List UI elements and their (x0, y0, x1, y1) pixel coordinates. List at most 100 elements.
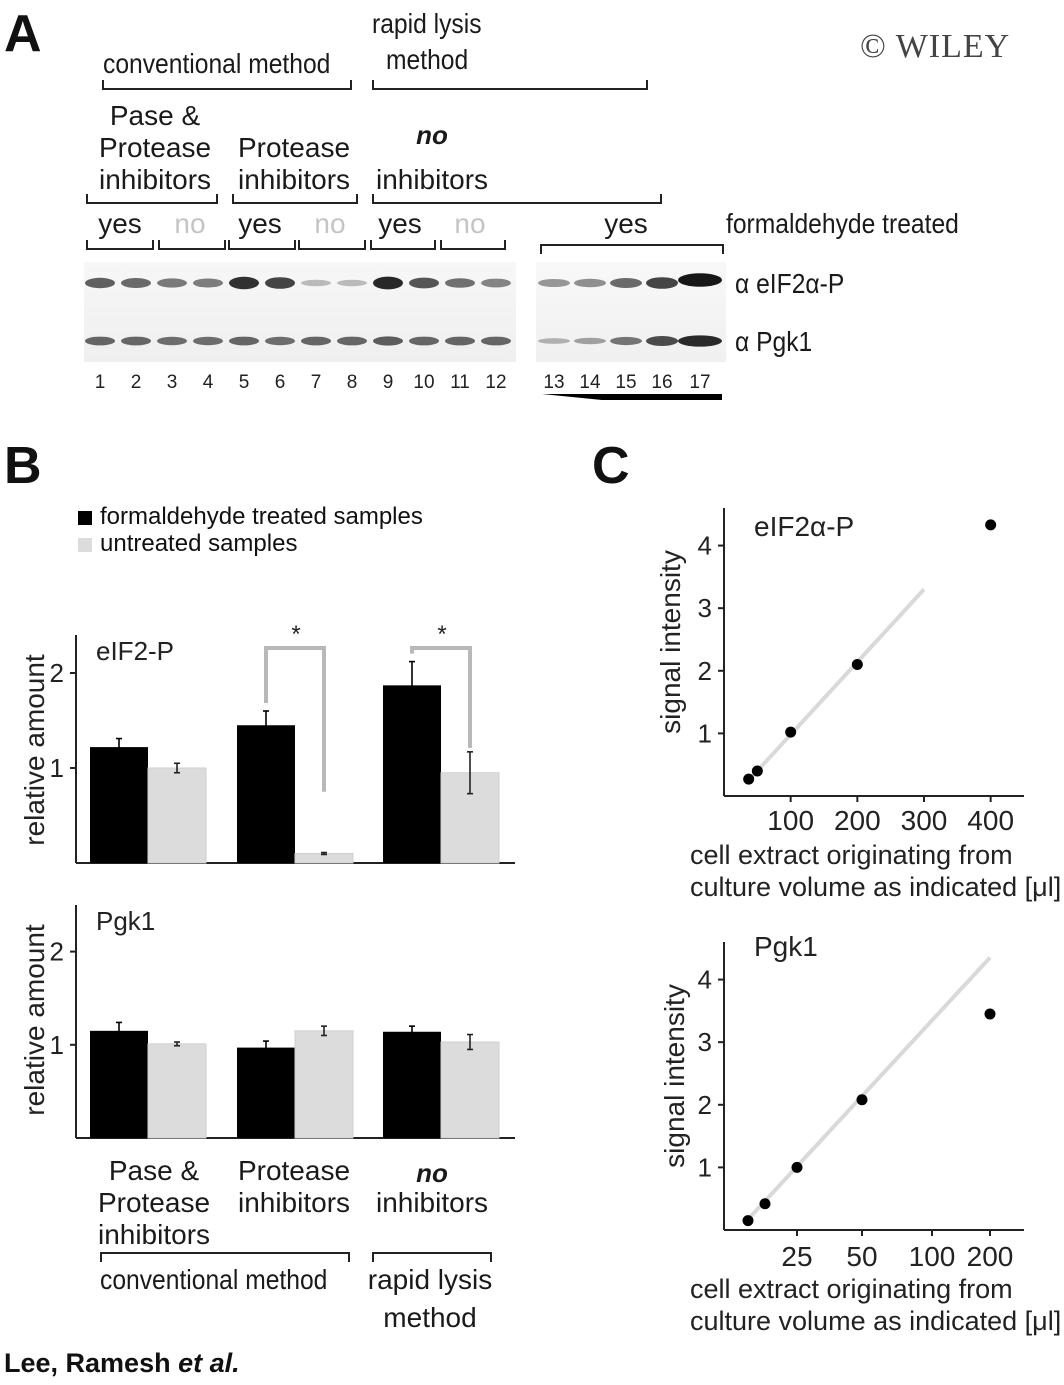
footer-authors: Lee, Ramesh et al. (4, 1350, 240, 1377)
pgk1-band (85, 336, 115, 346)
significance-bracket (410, 646, 472, 748)
significance-star: * (437, 621, 446, 648)
label-pase-3: inhibitors (98, 164, 212, 195)
pgk1-band (265, 336, 295, 346)
xgroup-protease-2: inhibitors (237, 1187, 351, 1218)
data-point (984, 1008, 996, 1020)
pgk1-band (409, 336, 439, 346)
pgk1-band (610, 336, 642, 346)
pgk1-band (445, 336, 475, 346)
x-axis-label: cell extract originating from (690, 840, 1013, 870)
label-pase-1: Pase & (109, 100, 201, 131)
y-tick-label: 1 (698, 1152, 712, 1182)
wiley-watermark: © WILEY (860, 28, 1011, 65)
lane-number: 10 (413, 372, 435, 393)
b-label-conventional: conventional method (100, 1264, 328, 1295)
lane-number: 5 (238, 372, 250, 393)
data-point (743, 773, 755, 785)
label-protease-1: Protease (237, 132, 351, 163)
data-point (851, 659, 863, 671)
dilution-wedge (542, 394, 722, 400)
blot-strip-main (84, 262, 516, 362)
label-no-inhibitors: inhibitors (375, 164, 489, 195)
lane-number: 11 (450, 372, 470, 393)
lane-number: 3 (166, 372, 178, 393)
pgk1-band (229, 336, 259, 346)
label-rapid-lysis-1: rapid lysis (372, 8, 482, 39)
xgroup-pase-1: Pase & (108, 1155, 200, 1186)
bar-untreated (147, 767, 207, 864)
pgk1-band (301, 336, 331, 346)
bracket-conventional (102, 80, 352, 90)
y-axis-label: signal intensity (655, 550, 686, 734)
panel-a-letter: A (4, 5, 42, 63)
eif2a-band (373, 276, 403, 290)
pgk1-band (538, 338, 570, 344)
y-tick-label: 2 (50, 658, 64, 688)
bracket-no-2 (298, 240, 366, 250)
bar-treated (383, 1031, 441, 1138)
bracket-no-3 (440, 240, 506, 250)
label-yes-4: yes (604, 208, 648, 239)
data-point (742, 1215, 754, 1227)
pgk1-band (337, 336, 367, 346)
y-axis-label: relative amount (19, 654, 50, 846)
x-tick-label: 100 (909, 1241, 956, 1272)
eif2a-band (229, 276, 259, 290)
bracket-protease (232, 194, 358, 204)
eif2a-band (574, 278, 606, 288)
footer-etal: et al. (178, 1348, 240, 1378)
eif2a-band (85, 277, 115, 289)
eif2a-band (121, 278, 151, 288)
label-yes-3: yes (378, 208, 422, 239)
pgk1-band (193, 336, 223, 346)
data-point (856, 1094, 868, 1106)
x-tick-label: 200 (967, 1241, 1014, 1272)
significance-bracket (264, 646, 326, 792)
bar-treated (383, 685, 441, 863)
chart-title: Pgk1 (754, 931, 818, 962)
b-label-rapid-1: rapid lysis (367, 1264, 493, 1295)
data-point (985, 519, 997, 531)
pgk1-band (678, 335, 722, 347)
x-tick-label: 300 (901, 805, 948, 836)
x-tick-label: 100 (767, 805, 814, 836)
panel-c-letter: C (592, 437, 630, 495)
y-tick-label: 2 (698, 1090, 712, 1120)
data-point (759, 1198, 771, 1210)
eif2a-band (157, 278, 187, 288)
lane-number: 12 (485, 372, 507, 393)
y-tick-label: 3 (698, 593, 712, 623)
label-yes-1: yes (98, 208, 142, 239)
bracket-yes-2 (228, 240, 296, 250)
xgroup-no-inhibitors: inhibitors (375, 1187, 489, 1218)
eif2a-band (301, 279, 331, 287)
pgk1-band (481, 336, 511, 346)
x-axis-label: cell extract originating from (690, 1274, 1013, 1304)
bracket-b-conventional (100, 1252, 350, 1262)
legend-untreated: untreated samples (100, 530, 298, 557)
eif2a-band (265, 277, 295, 289)
legend-swatch-untreated (78, 538, 92, 552)
eif2a-band (678, 273, 722, 287)
x-tick-label: 25 (781, 1241, 812, 1272)
label-conventional-method: conventional method (103, 48, 331, 79)
lane-number: 7 (310, 372, 322, 393)
eif2a-band (445, 278, 475, 288)
bracket-yes-1 (86, 240, 154, 250)
chart-title: eIF2-P (96, 636, 174, 666)
lane-number: 17 (689, 372, 711, 393)
lane-number: 4 (202, 372, 214, 393)
lane-number: 13 (543, 372, 565, 393)
bar-treated (90, 747, 148, 863)
y-tick-label: 1 (698, 718, 712, 748)
label-pase-2: Protease (98, 132, 212, 163)
bar-untreated (440, 1041, 500, 1139)
y-tick-label: 3 (698, 1027, 712, 1057)
y-axis-label: relative amount (19, 924, 50, 1116)
y-axis-label: signal intensity (659, 984, 690, 1168)
bracket-no-inhibitors (372, 194, 662, 204)
lane-number: 9 (382, 372, 394, 393)
label-protease-2: inhibitors (237, 164, 351, 195)
